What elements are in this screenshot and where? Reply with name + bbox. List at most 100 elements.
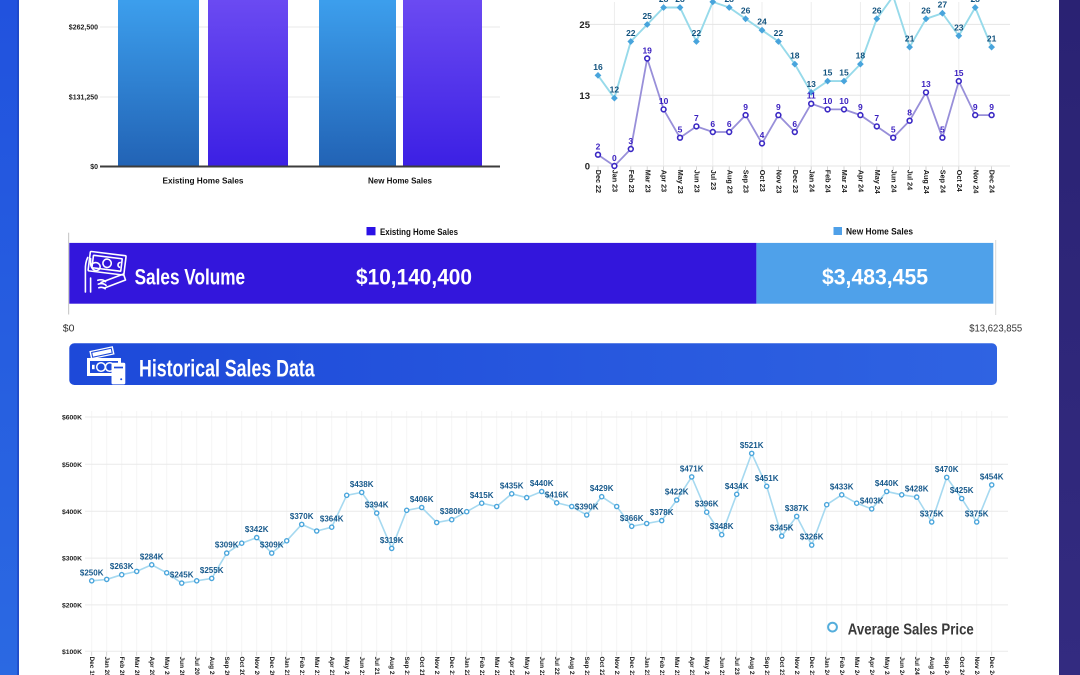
svg-text:$366K: $366K <box>620 514 644 523</box>
svg-text:Jan 21: Jan 21 <box>283 657 290 675</box>
svg-text:Oct 22: Oct 22 <box>598 657 605 675</box>
svg-text:$600K: $600K <box>62 415 82 422</box>
svg-text:Feb 20: Feb 20 <box>118 657 125 675</box>
svg-text:Jun 21: Jun 21 <box>358 657 365 675</box>
svg-text:Jul 24: Jul 24 <box>913 657 920 675</box>
svg-text:21: 21 <box>905 34 915 44</box>
svg-text:Nov 24: Nov 24 <box>973 657 980 675</box>
svg-text:0: 0 <box>612 153 617 163</box>
svg-text:$348K: $348K <box>710 522 734 531</box>
svg-text:28: 28 <box>724 0 734 4</box>
svg-text:15: 15 <box>954 68 964 78</box>
svg-text:9: 9 <box>776 102 781 112</box>
svg-text:Jul 21: Jul 21 <box>373 657 380 675</box>
svg-text:Jul 20: Jul 20 <box>193 657 200 675</box>
svg-text:$394K: $394K <box>365 501 389 510</box>
svg-text:Feb 21: Feb 21 <box>298 657 305 675</box>
svg-text:Sales Volume: Sales Volume <box>135 265 246 290</box>
svg-text:6: 6 <box>710 119 715 129</box>
svg-text:9: 9 <box>743 102 748 112</box>
svg-text:25: 25 <box>579 20 590 31</box>
svg-text:$284K: $284K <box>140 552 164 561</box>
svg-text:Nov 22: Nov 22 <box>613 657 620 675</box>
svg-text:Jan 20: Jan 20 <box>103 657 110 675</box>
svg-text:Nov 24: Nov 24 <box>971 170 980 194</box>
svg-text:Aug 20: Aug 20 <box>208 657 215 675</box>
svg-text:Nov 20: Nov 20 <box>253 657 260 675</box>
svg-text:16: 16 <box>593 62 603 72</box>
svg-text:Sep 24: Sep 24 <box>943 657 950 675</box>
svg-text:Feb 22: Feb 22 <box>478 657 485 675</box>
svg-text:Dec 22: Dec 22 <box>594 170 603 193</box>
svg-text:Apr 24: Apr 24 <box>856 170 865 192</box>
svg-text:$440K: $440K <box>530 479 554 488</box>
svg-text:$390K: $390K <box>575 503 599 512</box>
svg-text:Mar 20: Mar 20 <box>133 657 140 675</box>
svg-text:Aug 24: Aug 24 <box>928 657 935 675</box>
svg-text:$500K: $500K <box>62 462 82 469</box>
svg-text:$375K: $375K <box>920 510 944 519</box>
svg-text:28: 28 <box>659 0 669 4</box>
svg-text:$131,250: $131,250 <box>69 94 98 101</box>
svg-text:Jun 24: Jun 24 <box>889 170 898 193</box>
svg-text:$309K: $309K <box>260 541 284 550</box>
svg-text:Jul 23: Jul 23 <box>733 657 740 675</box>
svg-text:15: 15 <box>823 68 833 78</box>
svg-text:2: 2 <box>596 141 601 151</box>
svg-text:25: 25 <box>642 11 652 21</box>
svg-text:Jul 24: Jul 24 <box>906 170 915 190</box>
svg-text:27: 27 <box>938 0 948 10</box>
svg-text:Dec 23: Dec 23 <box>808 657 815 675</box>
svg-text:$319K: $319K <box>380 536 404 545</box>
svg-text:$364K: $364K <box>320 515 344 524</box>
svg-text:6: 6 <box>792 119 797 129</box>
svg-text:$10,140,400: $10,140,400 <box>356 265 472 290</box>
svg-text:Jan 22: Jan 22 <box>463 657 470 675</box>
svg-text:Sep 23: Sep 23 <box>742 170 751 193</box>
svg-text:7: 7 <box>694 113 699 123</box>
svg-text:$416K: $416K <box>545 490 569 499</box>
svg-text:Oct 21: Oct 21 <box>418 657 425 675</box>
svg-text:26: 26 <box>872 5 882 15</box>
svg-text:9: 9 <box>989 102 994 112</box>
svg-text:22: 22 <box>692 28 702 38</box>
svg-text:Dec 24: Dec 24 <box>988 170 997 193</box>
svg-text:18: 18 <box>856 51 866 61</box>
svg-text:Jun 24: Jun 24 <box>898 657 905 675</box>
svg-text:$415K: $415K <box>470 491 494 500</box>
svg-text:Apr 24: Apr 24 <box>868 657 875 675</box>
svg-text:$470K: $470K <box>935 465 959 474</box>
svg-text:$521K: $521K <box>740 441 764 450</box>
svg-text:Aug 21: Aug 21 <box>388 657 395 675</box>
svg-text:$345K: $345K <box>770 524 794 533</box>
svg-text:26: 26 <box>741 5 751 15</box>
svg-text:$425K: $425K <box>950 486 974 495</box>
svg-text:28: 28 <box>970 0 980 4</box>
svg-text:$428K: $428K <box>905 485 929 494</box>
svg-text:9: 9 <box>858 102 863 112</box>
svg-text:Jul 22: Jul 22 <box>553 657 560 675</box>
svg-text:$434K: $434K <box>725 482 749 491</box>
svg-text:3: 3 <box>628 136 633 146</box>
svg-text:11: 11 <box>807 91 816 101</box>
svg-text:Oct 24: Oct 24 <box>955 170 964 192</box>
svg-text:Oct 23: Oct 23 <box>758 170 767 192</box>
svg-text:Jan 24: Jan 24 <box>807 170 816 192</box>
svg-text:May 24: May 24 <box>873 170 882 194</box>
svg-text:Mar 24: Mar 24 <box>840 170 849 193</box>
svg-text:May 24: May 24 <box>883 657 890 675</box>
svg-text:Existing Home Sales: Existing Home Sales <box>380 227 458 237</box>
svg-text:6: 6 <box>727 119 732 129</box>
svg-text:Mar 23: Mar 23 <box>673 657 680 675</box>
svg-text:Aug 24: Aug 24 <box>922 170 931 194</box>
svg-text:Jun 23: Jun 23 <box>718 657 725 675</box>
svg-text:$403K: $403K <box>860 496 884 505</box>
svg-text:May 23: May 23 <box>676 170 685 194</box>
svg-text:$380K: $380K <box>440 507 464 516</box>
svg-text:Feb 24: Feb 24 <box>824 170 833 193</box>
svg-text:Nov 23: Nov 23 <box>774 170 783 194</box>
svg-text:$309K: $309K <box>215 541 239 550</box>
svg-text:$263K: $263K <box>110 562 134 571</box>
svg-text:Aug 23: Aug 23 <box>725 170 734 194</box>
svg-text:New Home Sales: New Home Sales <box>846 226 913 236</box>
